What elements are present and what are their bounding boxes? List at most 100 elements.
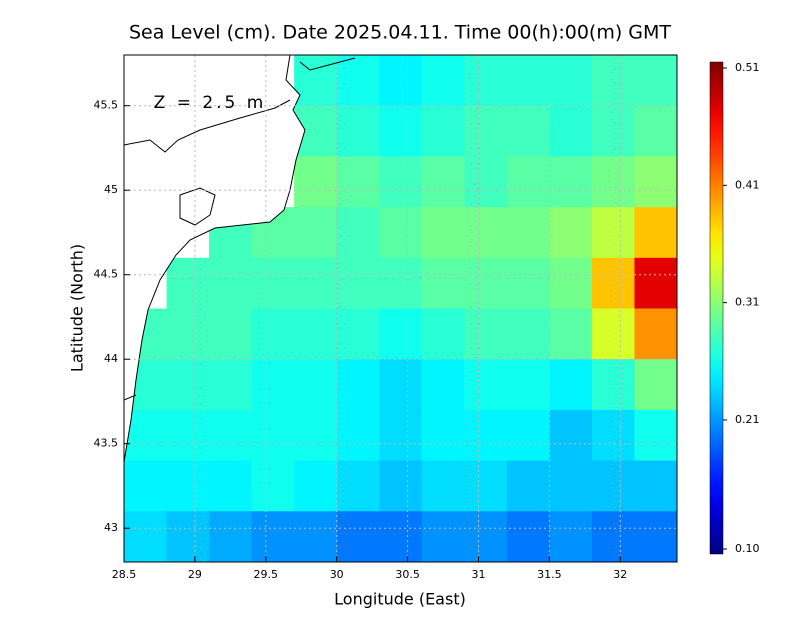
- heat-cell: [379, 156, 423, 208]
- heat-cell: [634, 257, 677, 309]
- annotation: Z = 2.5 m: [154, 93, 267, 113]
- heat-cell: [209, 308, 253, 360]
- border: [299, 57, 356, 71]
- heat-cell: [421, 359, 465, 411]
- heat-cell: [591, 409, 635, 462]
- heat-cell: [166, 460, 210, 512]
- heat-cell: [209, 511, 253, 562]
- heat-cell: [166, 511, 210, 562]
- heat-cell: [379, 460, 423, 512]
- heat-cell: [506, 460, 550, 512]
- heat-cell: [336, 156, 380, 208]
- grid: [123, 55, 677, 562]
- heat-cell: [421, 156, 465, 208]
- heat-cell: [379, 409, 423, 462]
- y-tick-label: 45.5: [94, 99, 119, 112]
- heat-cell: [124, 511, 168, 562]
- heat-cell: [464, 409, 508, 462]
- x-tick-label: 29.5: [254, 568, 279, 581]
- heat-cell: [549, 308, 593, 360]
- x-axis-label: Longitude (East): [334, 590, 466, 609]
- heat-cell: [294, 156, 338, 208]
- heat-cell: [251, 308, 295, 360]
- heat-cell: [591, 55, 635, 107]
- heat-cell: [336, 460, 380, 512]
- heat-cell: [294, 409, 338, 462]
- heat-cell: [464, 359, 508, 411]
- heat-cell: [464, 308, 508, 360]
- heat-cell: [379, 308, 423, 360]
- heat-cell: [336, 105, 380, 157]
- heat-cell: [591, 156, 635, 208]
- heat-cell: [634, 156, 677, 208]
- heat-cell: [124, 460, 168, 512]
- heat-cell: [251, 409, 295, 462]
- heat-cell: [166, 308, 210, 360]
- heat-cell: [464, 207, 508, 259]
- x-tick-label: 32: [613, 568, 627, 581]
- heatmap: [124, 55, 677, 562]
- heat-cell: [506, 207, 550, 259]
- heat-cell: [251, 511, 295, 562]
- x-tick-label: 29: [188, 568, 202, 581]
- heat-cell: [591, 511, 635, 562]
- heat-cell: [591, 308, 635, 360]
- y-tick-label: 44.5: [94, 268, 119, 281]
- colorbar-tick-label: 0.21: [735, 413, 760, 426]
- heat-cell: [464, 156, 508, 208]
- heat-cell: [464, 105, 508, 157]
- colorbar-tick-label: 0.51: [735, 61, 760, 74]
- heat-cell: [251, 257, 295, 309]
- y-tick-label: 44: [104, 352, 118, 365]
- heat-cell: [591, 207, 635, 259]
- heat-cell: [336, 207, 380, 259]
- heat-cell: [549, 207, 593, 259]
- heat-cell: [421, 105, 465, 157]
- border: [124, 99, 291, 153]
- heat-cell: [634, 55, 677, 107]
- heat-cell: [336, 308, 380, 360]
- heat-cell: [464, 257, 508, 309]
- heat-cell: [464, 511, 508, 562]
- heat-cell: [506, 55, 550, 107]
- chart-title: Sea Level (cm). Date 2025.04.11. Time 00…: [129, 22, 671, 44]
- heat-cell: [549, 359, 593, 411]
- coastline: [124, 55, 306, 463]
- heat-cell: [379, 55, 423, 107]
- x-tick-label: 31: [471, 568, 485, 581]
- x-tick-label: 31.5: [537, 568, 562, 581]
- heat-cell: [251, 460, 295, 512]
- heat-cell: [294, 308, 338, 360]
- y-axis-label: Latitude (North): [68, 244, 87, 372]
- heat-cell: [421, 511, 465, 562]
- heat-cell: [506, 308, 550, 360]
- y-tick-label: 45: [104, 183, 118, 196]
- heat-cell: [294, 511, 338, 562]
- heat-cell: [549, 257, 593, 309]
- heat-cell: [634, 105, 677, 157]
- heat-cell: [379, 359, 423, 411]
- heat-cell: [166, 257, 210, 309]
- heat-cell: [591, 460, 635, 512]
- heat-cell: [379, 207, 423, 259]
- border: [124, 394, 137, 401]
- heat-cell: [421, 460, 465, 512]
- heat-cell: [506, 359, 550, 411]
- x-tick-label: 28.5: [112, 568, 137, 581]
- heat-cell: [209, 359, 253, 411]
- heat-cell: [336, 409, 380, 462]
- heat-cell: [336, 359, 380, 411]
- heat-cell: [379, 257, 423, 309]
- heat-cell: [506, 156, 550, 208]
- heat-cell: [464, 460, 508, 512]
- heat-cell: [506, 511, 550, 562]
- heat-cell: [336, 511, 380, 562]
- colorbar: [709, 61, 724, 555]
- heat-cell: [549, 55, 593, 107]
- heat-cell: [379, 511, 423, 562]
- heat-cell: [336, 257, 380, 309]
- heat-cell: [506, 105, 550, 157]
- heat-cell: [591, 105, 635, 157]
- y-tick-label: 43.5: [94, 437, 119, 450]
- land: [124, 55, 356, 463]
